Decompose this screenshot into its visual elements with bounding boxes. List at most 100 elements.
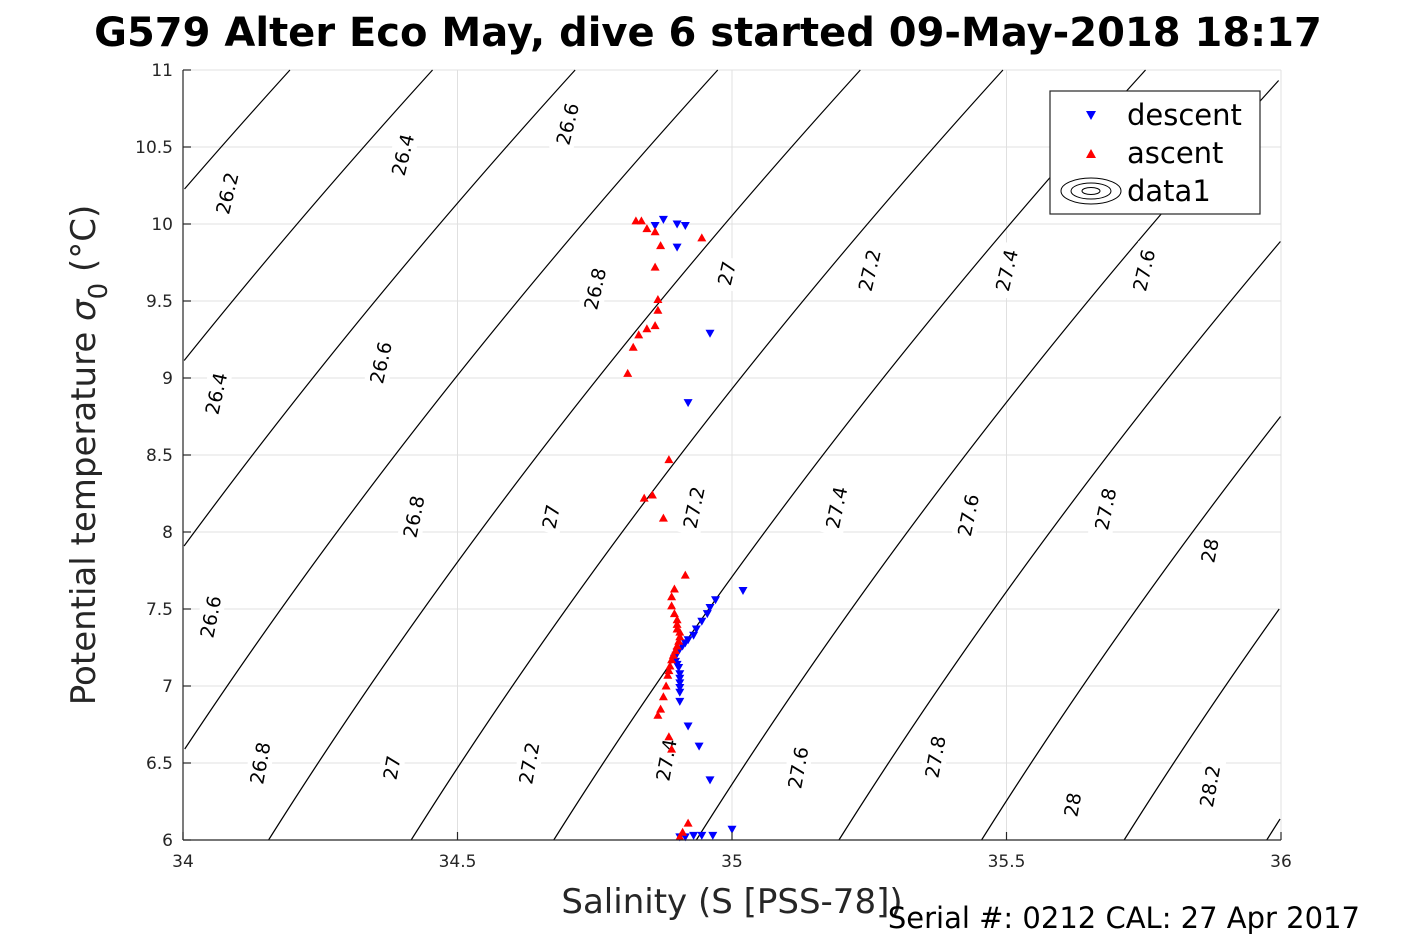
y-tick-label: 9.5 (146, 292, 173, 312)
isopycnal-label: 27.6 (950, 486, 986, 544)
isopycnal-label-gap (576, 259, 613, 318)
isopycnal-label-gap (988, 241, 1025, 300)
legend-descent-label: descent (1127, 98, 1242, 132)
descent-point (738, 587, 748, 595)
descent-point (674, 664, 684, 672)
descent-point (658, 215, 668, 224)
legend-descent-marker (1086, 111, 1096, 120)
isopycnal-label: 27.2 (676, 478, 711, 537)
isopycnal-label-gap (781, 738, 815, 797)
isopycnal-label: 28 (1057, 786, 1088, 823)
descent-point (708, 831, 718, 840)
isopycnal-label-gap (376, 749, 407, 786)
isopycnal-label-text: 27 (539, 503, 565, 531)
legend-data1-label: data1 (1127, 174, 1211, 208)
ascent-point (658, 692, 668, 701)
isopycnal-label-gap (818, 478, 854, 537)
isopycnal-label: 27 (711, 254, 742, 292)
isopycnal-label-gap (950, 486, 986, 544)
y-tick-label: 7.5 (146, 600, 173, 620)
ascent-point (650, 262, 660, 271)
descent-point (694, 742, 704, 751)
isopycnal-line (184, 69, 291, 190)
descent-point (689, 631, 699, 640)
ascent-point (669, 584, 679, 593)
isopycnal-label-gap (193, 587, 228, 646)
descent-point (691, 625, 701, 634)
isopycnal-label-gap (1125, 241, 1162, 300)
isopycnal-label-gap (1087, 480, 1123, 538)
y-axis-label-subscript: 0 (84, 283, 114, 300)
ascent-point (647, 490, 657, 499)
ascent-point (669, 609, 679, 618)
descent-point (689, 831, 699, 840)
isopycnal-contours (183, 69, 1282, 841)
isopycnal-label-gap (649, 731, 683, 789)
isopycnal-label: 27.6 (781, 738, 815, 797)
ascent-point (639, 493, 649, 502)
isopycnal-label-gap (1192, 757, 1227, 815)
isopycnal-label-text: 27.4 (652, 737, 681, 783)
y-axis-label-unit: (°C) (64, 205, 104, 272)
isopycnal-label-gap (362, 333, 399, 392)
isopycnal-label-text: 26.8 (399, 494, 429, 540)
isopycnal-line (183, 69, 576, 547)
ascent-point (634, 330, 644, 339)
ascent-point (642, 224, 652, 233)
isopycnal-label-text: 26.8 (580, 266, 611, 312)
isopycnal-label-text: 27 (380, 754, 406, 782)
x-axis-ticks: 34 34.5 35 35.5 36 (172, 832, 1292, 872)
ascent-point (675, 832, 685, 841)
isopycnal-label-gap (396, 487, 431, 546)
isopycnal-label-text: 26.6 (552, 101, 584, 147)
legend: descent ascent data1 (1049, 90, 1261, 215)
x-tick-label: 34 (172, 852, 194, 872)
isopycnal-label: 26.4 (384, 125, 421, 184)
serial-footnote: Serial #: 0212 CAL: 27 Apr 2017 (888, 901, 1360, 935)
isopycnal-label: 27 (535, 498, 566, 535)
isopycnal-label-gap (198, 364, 234, 423)
y-tick-label: 8.5 (146, 446, 173, 466)
ascent-point (650, 227, 660, 236)
isopycnal-label: 26.6 (362, 333, 399, 392)
y-tick-label: 11 (151, 61, 173, 81)
isopycnal-label-gap (1194, 532, 1225, 569)
x-tick-label: 34.5 (439, 852, 477, 872)
isopycnal-label-gap (243, 734, 277, 792)
y-tick-label: 7 (162, 677, 173, 697)
descent-point (711, 596, 720, 605)
descent-point (672, 220, 682, 229)
ascent-point (665, 661, 675, 670)
ascent-point (664, 666, 674, 675)
isopycnal-label: 27.4 (818, 478, 854, 537)
ascent-point (653, 305, 663, 314)
y-axis-label: Potential temperature σ0 (°C) (64, 205, 114, 705)
ascent-point (623, 368, 633, 377)
isopycnal-line (183, 69, 433, 361)
ascent-point (675, 627, 685, 636)
isopycnal-label: 28 (1194, 532, 1225, 569)
isopycnal-label-gap (208, 164, 245, 223)
isopycnal-label: 26.4 (198, 364, 234, 423)
isopycnal-label: 26.2 (208, 164, 245, 223)
y-tick-label: 6 (162, 831, 173, 851)
isopycnal-label: 28.2 (1192, 757, 1227, 815)
ascent-point (663, 670, 673, 679)
legend-ascent-label: ascent (1127, 136, 1223, 170)
isopycnal-line (184, 69, 719, 750)
isopycnal-line (268, 69, 861, 841)
y-tick-label: 9 (162, 369, 173, 389)
ascent-point (650, 321, 660, 330)
y-axis-label-symbol: σ (64, 298, 104, 321)
isopycnal-label-gap (918, 728, 952, 786)
isopycnal-label: 27.4 (988, 241, 1025, 300)
descent-point (675, 670, 685, 679)
isopycnal-label: 26.6 (549, 94, 586, 154)
descent-point (705, 776, 715, 785)
isopycnal-label-text: 28 (1060, 791, 1086, 819)
descent-point (683, 399, 693, 408)
ascent-point (656, 704, 666, 713)
legend-data1-marker (1060, 177, 1122, 205)
ascent-point (653, 295, 663, 303)
isopycnal-label-text: 27.8 (1091, 486, 1121, 532)
